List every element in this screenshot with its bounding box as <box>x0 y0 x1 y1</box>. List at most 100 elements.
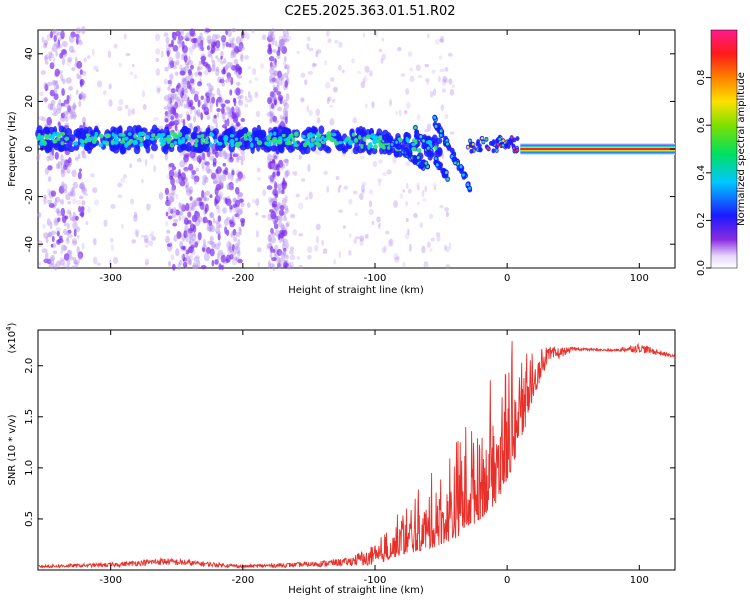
branch-core <box>445 170 448 175</box>
noise-speckle <box>163 32 169 37</box>
band-speckle <box>175 116 180 124</box>
noise-speckle <box>92 256 98 265</box>
branch-core <box>433 115 437 120</box>
noise-speckle <box>213 64 216 72</box>
band-speckle <box>276 50 281 57</box>
cluster-core <box>501 139 505 142</box>
band-speckle <box>82 121 86 129</box>
band-speckle <box>66 265 71 270</box>
band-speckle <box>53 35 57 42</box>
band-speckle <box>284 170 289 178</box>
band-speckle <box>269 118 273 124</box>
band-speckle <box>77 251 84 260</box>
noise-speckle <box>342 69 345 74</box>
band-speckle <box>208 85 214 92</box>
band-speckle <box>209 248 215 257</box>
noise-speckle <box>416 114 421 121</box>
band-speckle <box>240 202 245 208</box>
branch-blob <box>413 132 419 139</box>
band-speckle <box>73 259 80 265</box>
band-speckle <box>66 209 71 215</box>
band-speckle <box>183 167 189 171</box>
spectrogram-y-label: Frequency (Hz) <box>7 111 18 187</box>
band-speckle <box>170 94 175 99</box>
band-speckle <box>188 163 194 171</box>
branch-core <box>419 135 423 139</box>
ridge-blob <box>193 132 201 141</box>
noise-speckle <box>255 198 260 206</box>
noise-speckle <box>255 110 261 118</box>
cluster-blob <box>491 148 496 154</box>
band-speckle <box>59 199 65 205</box>
band-speckle <box>271 96 278 101</box>
noise-speckle <box>393 200 399 208</box>
x-tick-label: 0 <box>504 273 510 284</box>
ridge-core <box>213 139 217 144</box>
band-speckle <box>55 163 60 170</box>
noise-speckle <box>407 51 413 57</box>
noise-speckle <box>53 28 59 36</box>
band-speckle <box>50 230 57 235</box>
band-speckle <box>72 221 78 230</box>
ridge-core <box>224 135 228 142</box>
noise-speckle <box>62 263 67 268</box>
noise-speckle <box>368 208 374 216</box>
noise-speckle <box>402 189 406 193</box>
band-speckle <box>60 158 67 166</box>
noise-speckle <box>246 202 251 208</box>
noise-speckle <box>255 212 259 216</box>
band-speckle <box>209 155 215 161</box>
noise-speckle <box>194 109 198 116</box>
band-speckle <box>225 198 232 206</box>
band-speckle <box>189 240 192 246</box>
noise-speckle <box>248 79 253 84</box>
band-speckle <box>275 76 281 84</box>
colorbar-tick-label: 0.8 <box>696 70 707 86</box>
noise-speckle <box>332 86 338 93</box>
noise-speckle <box>364 65 370 73</box>
ridge-core <box>381 146 386 150</box>
noise-speckle <box>247 65 252 70</box>
branch-core <box>416 156 420 160</box>
chart-title: C2E5.2025.363.01.51.R02 <box>284 4 455 19</box>
band-speckle <box>215 55 219 60</box>
band-speckle <box>210 172 217 180</box>
band-speckle <box>237 191 244 198</box>
band-speckle <box>168 56 174 64</box>
noise-speckle <box>218 191 224 199</box>
x-tick-label: -100 <box>364 273 387 284</box>
narrowband-tone <box>520 148 675 150</box>
ridge-core <box>150 133 156 138</box>
band-speckle <box>75 27 82 34</box>
band-speckle <box>237 99 244 106</box>
band-speckle <box>209 105 213 113</box>
band-speckle <box>178 215 182 221</box>
band-speckle <box>81 116 87 124</box>
band-speckle <box>225 120 228 128</box>
band-speckle <box>275 84 280 93</box>
noise-speckle <box>145 262 149 266</box>
band-speckle <box>178 40 183 49</box>
ridge-core <box>210 133 215 137</box>
noise-speckle <box>404 233 410 240</box>
band-speckle <box>189 223 195 232</box>
band-speckle <box>211 64 216 72</box>
noise-speckle <box>142 104 147 110</box>
ridge-blob <box>354 141 360 151</box>
band-speckle <box>226 72 232 79</box>
band-speckle <box>203 197 210 202</box>
snr-axes: -300 -200 -100 0 100 0.5 1.0 1.5 2.0 <box>24 330 675 586</box>
band-speckle <box>189 196 193 201</box>
x-tick-label: -100 <box>364 575 387 586</box>
noise-speckle <box>133 73 138 80</box>
band-speckle <box>284 64 288 70</box>
branch-blob <box>418 162 424 169</box>
band-speckle <box>170 187 176 196</box>
ridge-blob <box>116 126 123 135</box>
noise-speckle <box>306 105 310 113</box>
band-speckle <box>283 203 287 209</box>
band-speckle <box>233 46 240 54</box>
noise-speckle <box>421 189 425 198</box>
band-speckle <box>277 183 282 190</box>
